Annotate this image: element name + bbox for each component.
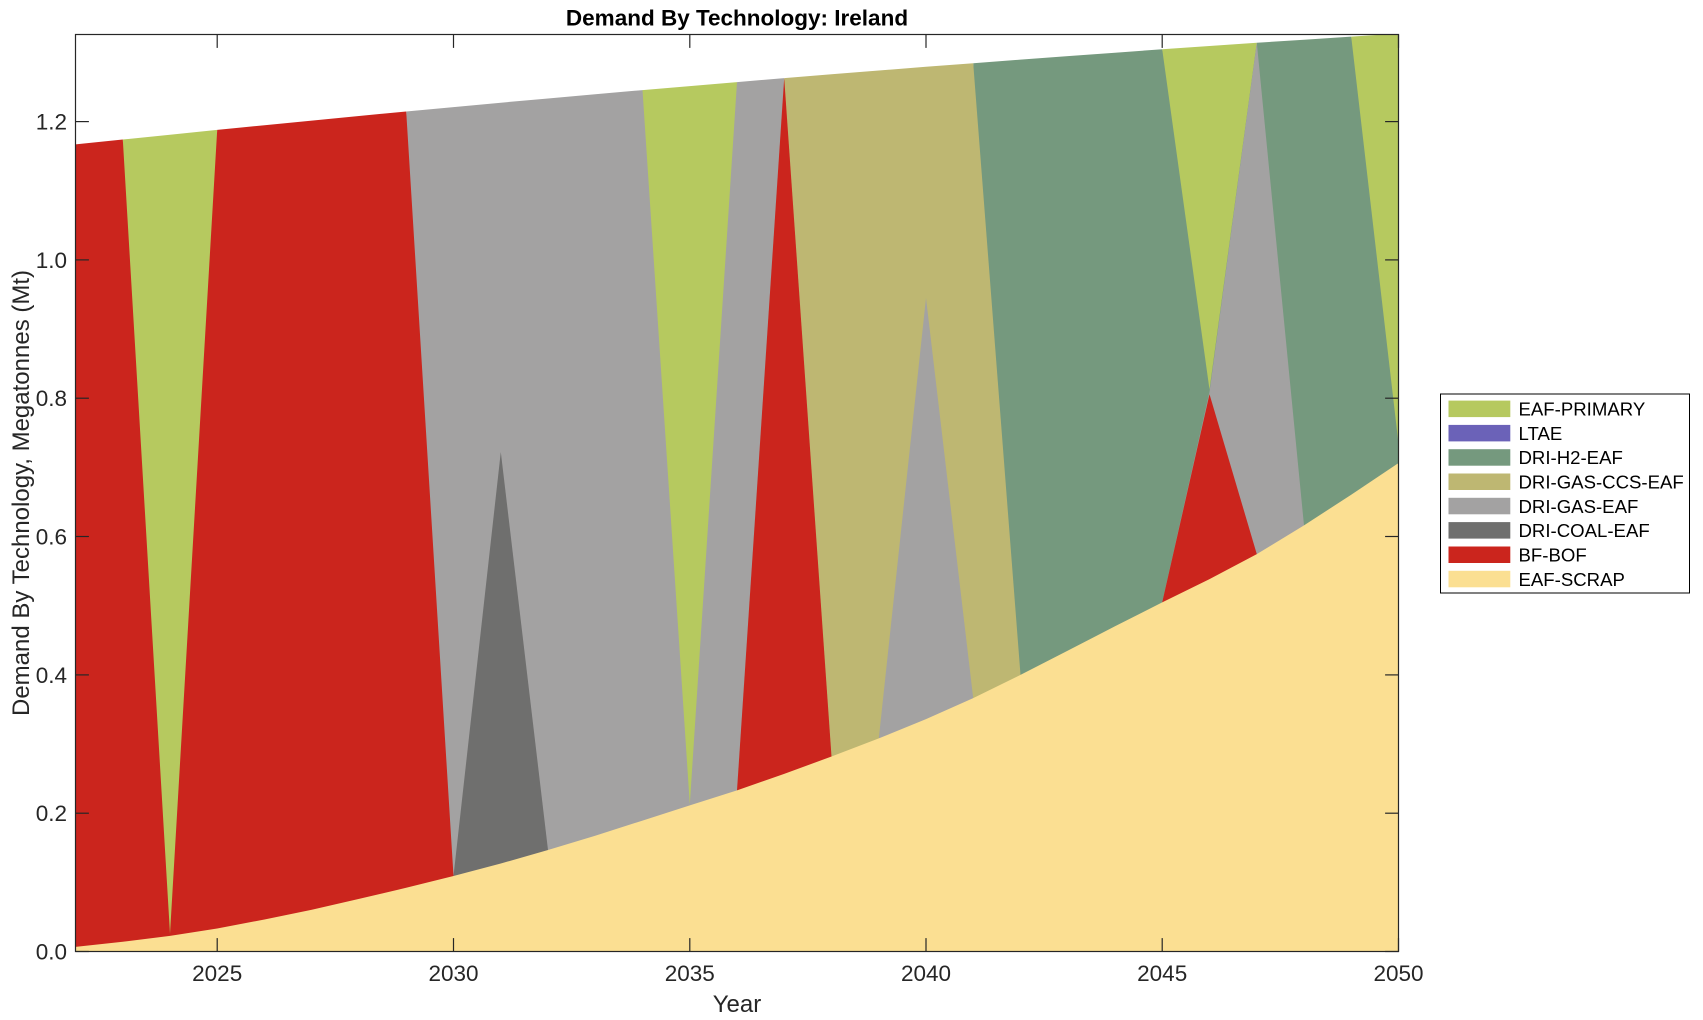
- svg-text:2030: 2030: [428, 961, 478, 986]
- svg-text:Demand By Technology, Megatonn: Demand By Technology, Megatonnes (Mt): [8, 270, 35, 716]
- svg-text:0.8: 0.8: [36, 386, 67, 411]
- svg-text:DRI-GAS-CCS-EAF: DRI-GAS-CCS-EAF: [1519, 472, 1684, 493]
- svg-text:DRI-COAL-EAF: DRI-COAL-EAF: [1519, 520, 1650, 541]
- svg-text:1.2: 1.2: [36, 110, 67, 135]
- svg-text:BF-BOF: BF-BOF: [1519, 545, 1587, 566]
- svg-text:2050: 2050: [1373, 961, 1423, 986]
- svg-text:0.0: 0.0: [36, 940, 67, 965]
- svg-text:2040: 2040: [901, 961, 951, 986]
- svg-text:0.6: 0.6: [36, 525, 67, 550]
- svg-text:1.0: 1.0: [36, 248, 67, 273]
- svg-text:2035: 2035: [665, 961, 715, 986]
- svg-text:2045: 2045: [1137, 961, 1187, 986]
- svg-text:DRI-GAS-EAF: DRI-GAS-EAF: [1519, 496, 1639, 517]
- svg-text:LTAE: LTAE: [1519, 423, 1563, 444]
- svg-text:0.4: 0.4: [36, 663, 67, 688]
- svg-text:2025: 2025: [192, 961, 242, 986]
- svg-text:DRI-H2-EAF: DRI-H2-EAF: [1519, 447, 1623, 468]
- svg-text:0.2: 0.2: [36, 801, 67, 826]
- svg-text:Year: Year: [713, 991, 762, 1018]
- svg-text:EAF-PRIMARY: EAF-PRIMARY: [1519, 399, 1646, 420]
- svg-text:EAF-SCRAP: EAF-SCRAP: [1519, 569, 1625, 590]
- svg-text:Demand By Technology: Ireland: Demand By Technology: Ireland: [566, 6, 908, 31]
